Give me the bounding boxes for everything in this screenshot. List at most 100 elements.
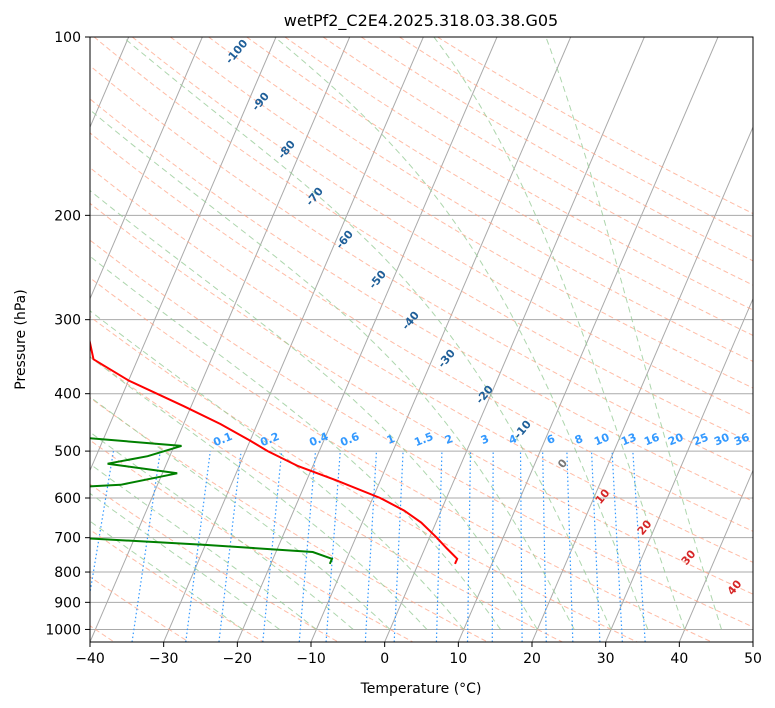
- y-tick-label: 1000: [45, 622, 81, 638]
- mixing-ratio-line: [262, 451, 283, 642]
- dry-adiabat-line: [90, 277, 712, 642]
- dry-adiabat-line: [90, 576, 190, 642]
- mixing-ratio-label: 6: [545, 432, 557, 447]
- moist-adiabat-line: [90, 431, 354, 630]
- mixing-ratio-label: 30: [712, 431, 731, 449]
- temperature-line: [90, 338, 459, 565]
- isotherm-line: [752, 640, 753, 642]
- dry-adiabat-line: [90, 439, 414, 642]
- y-axis: 100 200 300 400 500 600 700 800 900 1000: [45, 30, 90, 638]
- mixing-ratio-line: [632, 451, 646, 642]
- mixing-ratio-label: 2: [443, 432, 455, 447]
- background-lines: [90, 37, 753, 642]
- dry-adiabat-label: -40: [399, 309, 422, 333]
- dry-adiabat-line: [90, 65, 753, 473]
- x-tick-label: −40: [75, 651, 105, 667]
- mixing-ratio-line: [590, 451, 601, 642]
- dewpoint-line: [90, 437, 334, 565]
- y-tick-label: 600: [54, 491, 81, 507]
- mixing-ratio-line: [131, 451, 161, 642]
- y-tick-label: 500: [54, 444, 81, 460]
- isotherm-line: [605, 297, 753, 642]
- x-tick-label: 40: [670, 651, 688, 667]
- isotherm-line: [90, 37, 203, 301]
- y-tick-label: 300: [54, 313, 81, 329]
- moist-adiabat-line: [90, 310, 465, 630]
- y-tick-label: 900: [54, 595, 81, 611]
- mixing-ratio-line: [491, 451, 494, 642]
- data-series: [90, 338, 459, 565]
- moist-adiabat-line: [90, 520, 243, 630]
- mixing-ratio-label: 16: [642, 431, 661, 449]
- chart-title: wetPf2_C2E4.2025.318.03.38.G05: [284, 11, 558, 31]
- dry-adiabat-line: [90, 483, 339, 642]
- dry-adiabat-label: -50: [366, 268, 389, 292]
- isotherm-line: [236, 37, 498, 642]
- dry-adiabat-line: [284, 37, 753, 311]
- isotherm-line: [163, 37, 424, 642]
- mixing-ratio-label: 25: [691, 431, 710, 449]
- dry-adiabat-line: [90, 202, 753, 595]
- x-tick-label: −30: [149, 651, 179, 667]
- mixing-ratio-line: [566, 451, 574, 642]
- moist-adiabat-line: [545, 37, 723, 630]
- y-axis-label: Pressure (hPa): [13, 289, 29, 389]
- dry-adiabat-line: [93, 37, 753, 444]
- mixing-ratio-label: 36: [732, 431, 751, 449]
- mixing-ratio-line: [611, 451, 623, 642]
- mixing-ratio-label: 3: [479, 432, 491, 447]
- mixing-ratio-label: 1.5: [412, 430, 435, 449]
- moist-adiabat-line: [90, 463, 317, 630]
- mixing-ratio-label: 1: [385, 432, 397, 447]
- y-tick-label: 800: [54, 565, 81, 581]
- dry-adiabat-line: [90, 355, 563, 642]
- mixing-ratio-label: 10: [592, 431, 611, 449]
- moist-adiabat-line: [122, 37, 612, 630]
- moist-adiabat-line: [433, 37, 686, 630]
- x-tick-label: 0: [380, 651, 389, 667]
- dry-adiabat-label: 10: [593, 486, 613, 506]
- dry-adiabat-label: 30: [679, 547, 699, 567]
- dry-adiabat-line: [90, 397, 488, 642]
- x-axis: −40 −30 −20 −10 0 10 20 30 40 50: [75, 642, 762, 667]
- plot-frame: [89, 36, 754, 643]
- isotherm-line: [90, 37, 277, 472]
- mixing-ratio-label: 13: [619, 431, 638, 449]
- x-tick-label: 10: [449, 651, 467, 667]
- dry-adiabat-label: -70: [303, 185, 326, 209]
- moist-adiabat-line: [90, 492, 280, 630]
- moist-adiabat-line: [90, 255, 501, 630]
- dry-adiabat-line: [437, 37, 753, 215]
- mixing-ratio-label: 20: [666, 431, 685, 449]
- mixing-ratio-label: 0.6: [338, 430, 361, 449]
- dry-adiabat-label: -60: [333, 228, 356, 252]
- dry-adiabat-line: [90, 316, 638, 642]
- x-tick-label: 50: [744, 651, 762, 667]
- mixing-ratio-label: 0.1: [211, 430, 234, 449]
- y-tick-label: 700: [54, 531, 81, 547]
- mixing-ratio-line: [466, 451, 472, 642]
- dry-adiabat-label: 40: [725, 577, 745, 597]
- x-tick-label: −20: [223, 651, 253, 667]
- isotherm-line: [384, 37, 645, 642]
- dry-adiabat-label: -100: [223, 37, 251, 67]
- mixing-ratio-line: [435, 451, 443, 642]
- dry-adiabat-line: [246, 37, 753, 337]
- mixing-ratio-label: 8: [573, 432, 585, 447]
- isotherm-line: [678, 469, 753, 642]
- y-tick-label: 100: [54, 30, 81, 46]
- x-tick-label: −10: [296, 651, 326, 667]
- y-tick-label: 400: [54, 387, 81, 403]
- x-tick-label: 20: [523, 651, 541, 667]
- dry-adiabat-line: [208, 37, 753, 362]
- isotherm-line: [531, 125, 753, 642]
- mixing-ratio-line: [364, 451, 378, 642]
- dry-adiabat-line: [90, 529, 264, 642]
- moist-adiabat-line: [90, 356, 428, 630]
- dry-adiabat-line: [90, 98, 753, 502]
- isotherm-line: [457, 37, 719, 642]
- x-axis-label: Temperature (°C): [360, 681, 482, 697]
- dry-adiabat-line: [90, 132, 753, 532]
- mixing-ratio-line: [185, 451, 211, 642]
